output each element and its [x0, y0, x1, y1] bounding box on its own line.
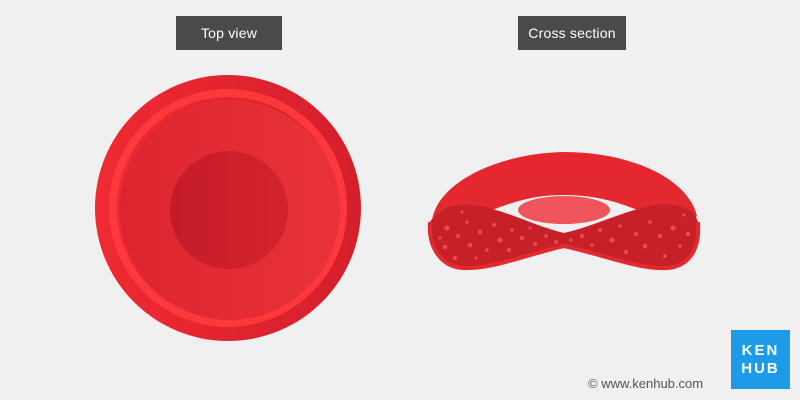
- cross-section-bottom-membrane: [427, 221, 701, 271]
- top-view-label: Top view: [176, 16, 282, 50]
- copyright-text: © www.kenhub.com: [588, 376, 704, 391]
- cell-central-pallor: [170, 151, 288, 269]
- top-view-cell: [95, 75, 361, 341]
- cross-section-concavity: [518, 196, 610, 224]
- logo-line-hub: HUB: [741, 360, 780, 377]
- cross-section-label: Cross section: [518, 16, 626, 50]
- cross-section-cytoplasm: [429, 204, 699, 269]
- kenhub-logo[interactable]: KEN HUB: [731, 330, 790, 389]
- hemoglobin-speckles: [438, 210, 691, 260]
- logo-line-ken: KEN: [741, 342, 780, 359]
- cell-rim-highlight: [109, 89, 347, 327]
- cross-section-cell: [427, 152, 701, 271]
- cross-section-top-membrane: [432, 152, 697, 223]
